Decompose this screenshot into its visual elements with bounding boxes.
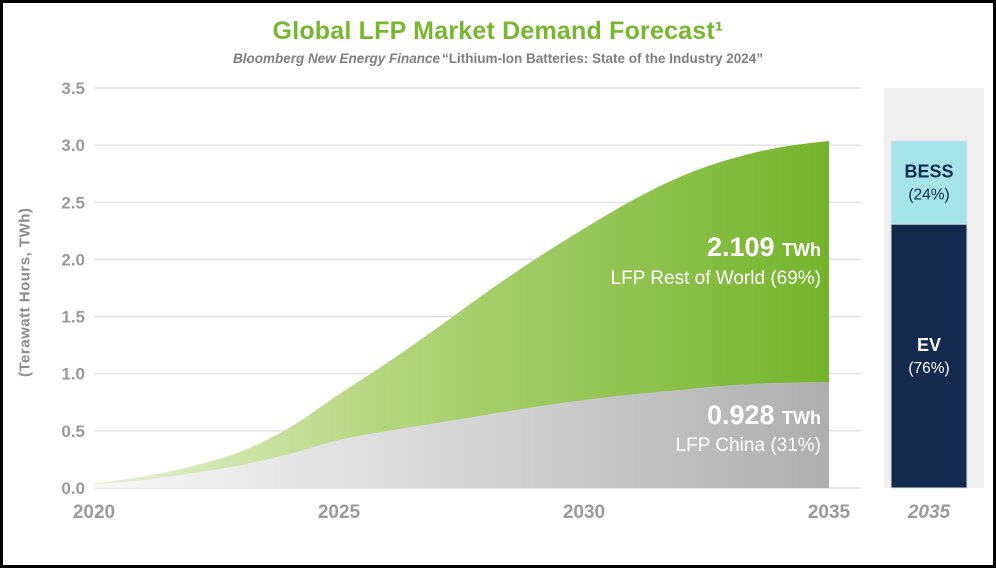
y-tick-label: 3.5 — [61, 79, 85, 98]
annotation-value: 2.109 TWh — [707, 232, 821, 262]
bar-segment-ev — [890, 223, 968, 489]
y-axis-title: (Terawatt Hours, TWh) — [16, 207, 34, 377]
subtitle-quote: “Lithium-Ion Batteries: State of the Ind… — [442, 51, 764, 66]
page-title: Global LFP Market Demand Forecast¹ — [272, 17, 724, 45]
chart-svg: 0.0 0.5 1.0 1.5 2.0 2.5 3.0 3.5 2.109 TWh LFP Res… — [61, 79, 984, 523]
y-tick-label: 2.5 — [61, 193, 85, 212]
y-tick-label: 0.5 — [61, 422, 85, 441]
y-tick-label: 3.0 — [61, 136, 85, 155]
y-tick-label: 0.0 — [61, 479, 85, 498]
subtitle: Bloomberg New Energy Finance “Lithium-Ion… — [3, 51, 993, 66]
x-tick-label: 2035 — [808, 502, 851, 523]
annotation-value: 0.928 TWh — [707, 400, 821, 430]
y-tick-label: 1.5 — [61, 308, 85, 327]
bar-segment-bess — [890, 140, 968, 225]
y-tick-label: 2.0 — [61, 250, 85, 269]
bar-segment-pct: (24%) — [908, 187, 949, 204]
annotation-label: LFP Rest of World (69%) — [611, 268, 821, 289]
chart-header: Global LFP Market Demand Forecast¹ Bloom… — [3, 3, 993, 66]
x-tick-label: 2020 — [73, 502, 115, 523]
chart-content: (Terawatt Hours, TWh) 0.0 0.5 1.0 1.5 2.0 2.5… — [3, 66, 993, 539]
bar-segment-label: BESS — [904, 162, 953, 182]
bar-segment-label: EV — [917, 335, 941, 355]
y-tick-label: 1.0 — [61, 365, 85, 384]
annotation-label: LFP China (31%) — [676, 435, 821, 456]
area-chart: 0.0 0.5 1.0 1.5 2.0 2.5 3.0 3.5 2.109 TWh LFP Res… — [39, 72, 993, 539]
x-tick-label: 2030 — [563, 502, 605, 523]
bar-segment-pct: (76%) — [908, 360, 949, 377]
side-bar-x-label: 2035 — [907, 502, 951, 523]
x-tick-label: 2025 — [318, 502, 361, 523]
subtitle-source: Bloomberg New Energy Finance — [232, 51, 440, 66]
area-lfp-china — [94, 381, 829, 488]
